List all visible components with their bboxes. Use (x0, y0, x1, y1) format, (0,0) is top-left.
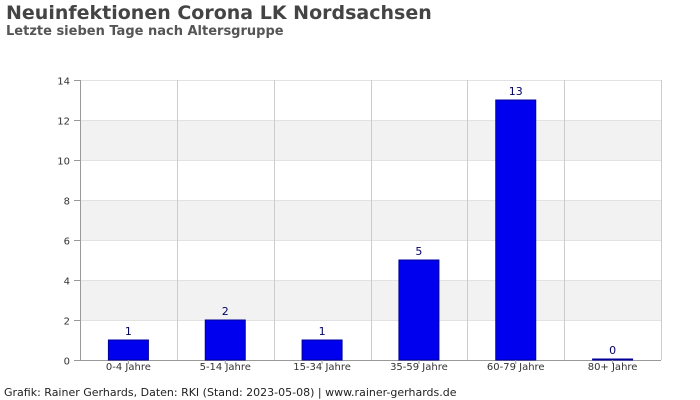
bar (204, 319, 246, 361)
grid-band (80, 200, 661, 240)
grid-band (80, 280, 661, 320)
y-tick-label: 14 (57, 77, 70, 88)
chart-subtitle: Letzte sieben Tage nach Altersgruppe (6, 24, 284, 39)
data-label: 2 (222, 305, 229, 318)
data-label: 5 (415, 245, 422, 258)
x-tick-label: 0-4 Jahre (106, 362, 151, 373)
chart-footer: Grafik: Rainer Gerhards, Daten: RKI (Sta… (4, 386, 457, 399)
y-tick-label: 6 (64, 237, 70, 248)
chart-title: Neuinfektionen Corona LK Nordsachsen (6, 2, 432, 24)
x-tick-label: 80+ Jahre (588, 362, 638, 373)
x-tick-label: 35-59 Jahre (390, 362, 448, 373)
y-tick-label: 12 (57, 117, 70, 128)
data-label: 1 (125, 325, 132, 338)
x-tick-label: 60-79 Jahre (487, 362, 545, 373)
x-tick-label: 5-14 Jahre (200, 362, 251, 373)
y-tick-label: 0 (64, 357, 70, 368)
y-tick-label: 2 (64, 317, 70, 328)
bar (398, 259, 440, 361)
y-tick-label: 8 (64, 197, 70, 208)
x-tick-label: 15-34 Jahre (293, 362, 351, 373)
y-tick-label: 4 (64, 277, 70, 288)
bar (592, 358, 634, 361)
bar (495, 99, 537, 361)
data-label: 1 (319, 325, 326, 338)
grid-band (80, 120, 661, 160)
bar (107, 339, 149, 361)
data-label: 0 (609, 344, 616, 357)
y-tick-label: 10 (57, 157, 70, 168)
bar (301, 339, 343, 361)
data-label: 13 (509, 85, 523, 98)
